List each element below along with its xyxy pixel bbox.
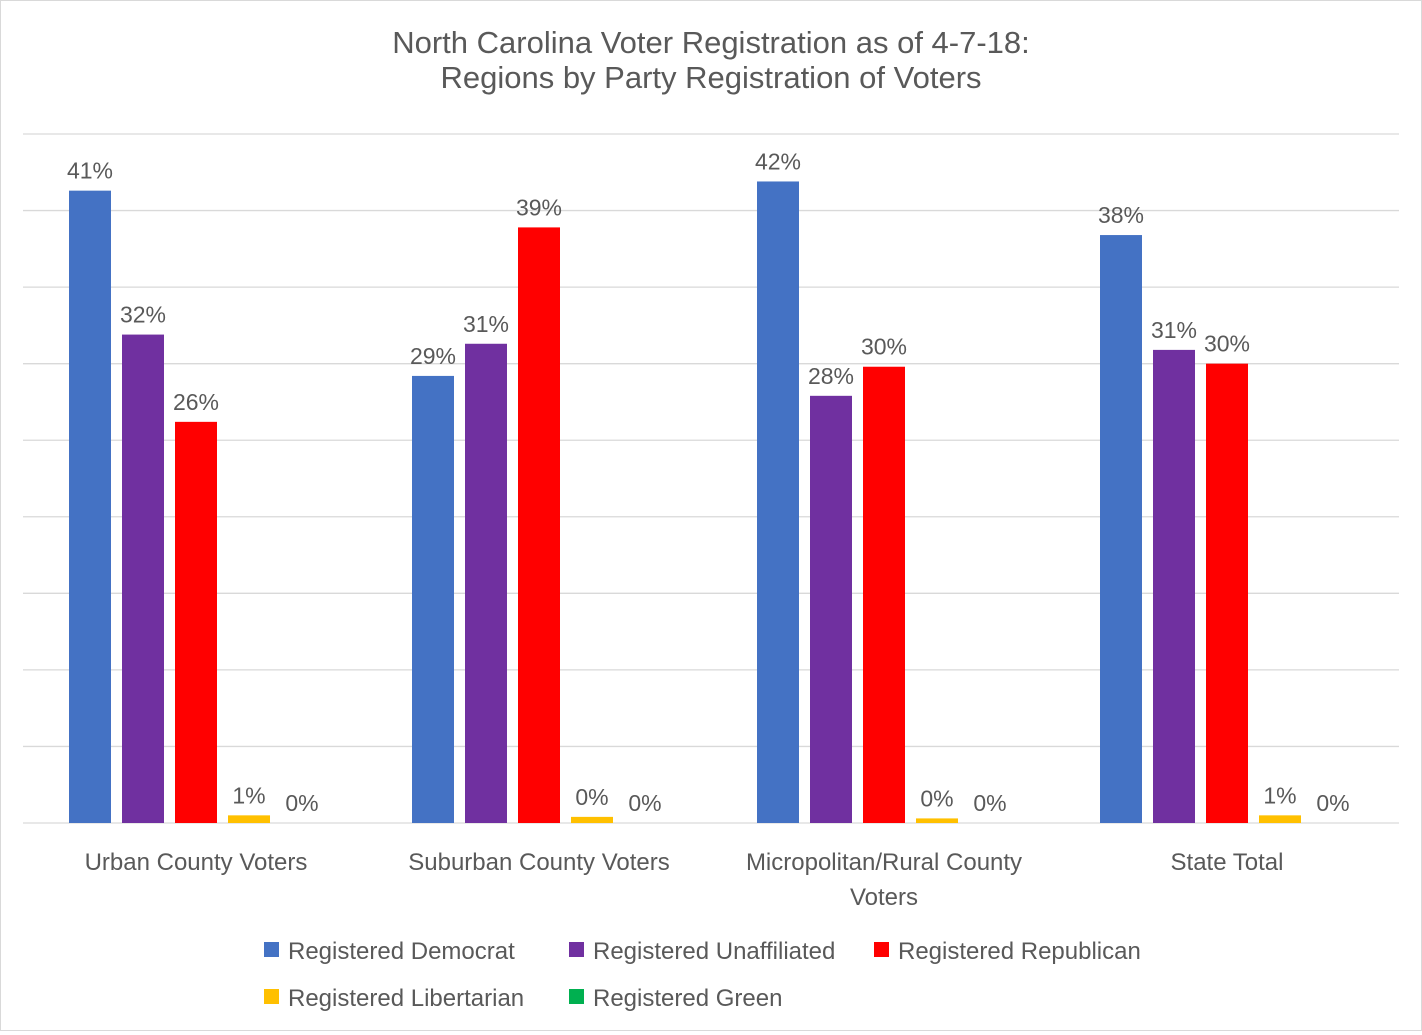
chart-title-line: North Carolina Voter Registration as of … bbox=[392, 25, 1030, 60]
bar-registered-libertarian bbox=[571, 816, 613, 823]
x-tick-label: Micropolitan/Rural County bbox=[746, 849, 1022, 876]
data-label: 0% bbox=[1316, 790, 1349, 816]
data-label: 28% bbox=[808, 363, 854, 389]
data-label: 1% bbox=[1263, 782, 1296, 808]
data-label: 41% bbox=[67, 158, 113, 184]
legend-swatch bbox=[264, 942, 279, 957]
bar-registered-unaffiliated bbox=[122, 334, 164, 823]
legend-swatch bbox=[264, 989, 279, 1004]
legend-swatch bbox=[569, 942, 584, 957]
data-label: 31% bbox=[1151, 317, 1197, 343]
bar-registered-republican bbox=[863, 366, 905, 823]
bar-registered-libertarian bbox=[228, 815, 270, 823]
bar-registered-libertarian bbox=[1259, 815, 1301, 823]
x-tick-label: Suburban County Voters bbox=[408, 849, 670, 876]
data-label: 1% bbox=[232, 782, 265, 808]
bar-registered-republican bbox=[1206, 363, 1248, 823]
bar-registered-democrat bbox=[69, 190, 111, 823]
data-label: 39% bbox=[516, 194, 562, 220]
bar-registered-libertarian bbox=[916, 818, 958, 823]
data-label: 0% bbox=[973, 790, 1006, 816]
bar-registered-democrat bbox=[412, 375, 454, 823]
bar-registered-democrat bbox=[1100, 235, 1142, 823]
data-label: 42% bbox=[755, 148, 801, 174]
bar-registered-unaffiliated bbox=[465, 343, 507, 823]
data-label: 0% bbox=[920, 785, 953, 811]
data-label: 32% bbox=[120, 302, 166, 328]
data-label: 29% bbox=[410, 343, 456, 369]
x-tick-label: Urban County Voters bbox=[85, 849, 308, 876]
legend-label: Registered Libertarian bbox=[288, 985, 524, 1012]
data-label: 38% bbox=[1098, 202, 1144, 228]
legend-label: Registered Democrat bbox=[288, 938, 515, 965]
x-tick-label: State Total bbox=[1171, 849, 1284, 876]
bar-registered-republican bbox=[518, 227, 560, 824]
legend-label: Registered Green bbox=[593, 985, 782, 1012]
bar-registered-unaffiliated bbox=[810, 395, 852, 823]
data-label: 0% bbox=[575, 784, 608, 810]
legend-label: Registered Republican bbox=[898, 938, 1141, 965]
data-label: 31% bbox=[463, 311, 509, 337]
legend-swatch bbox=[874, 942, 889, 957]
bar-registered-republican bbox=[175, 421, 217, 823]
data-label: 30% bbox=[861, 334, 907, 360]
legend-swatch bbox=[569, 989, 584, 1004]
data-label: 0% bbox=[628, 790, 661, 816]
data-label: 30% bbox=[1204, 331, 1250, 357]
legend-label: Registered Unaffiliated bbox=[593, 938, 835, 965]
data-label: 0% bbox=[285, 790, 318, 816]
data-label: 26% bbox=[173, 389, 219, 415]
bar-registered-unaffiliated bbox=[1153, 349, 1195, 823]
chart-title-line: Regions by Party Registration of Voters bbox=[440, 60, 981, 95]
bar-registered-democrat bbox=[757, 181, 799, 823]
x-tick-label: Voters bbox=[850, 884, 918, 911]
